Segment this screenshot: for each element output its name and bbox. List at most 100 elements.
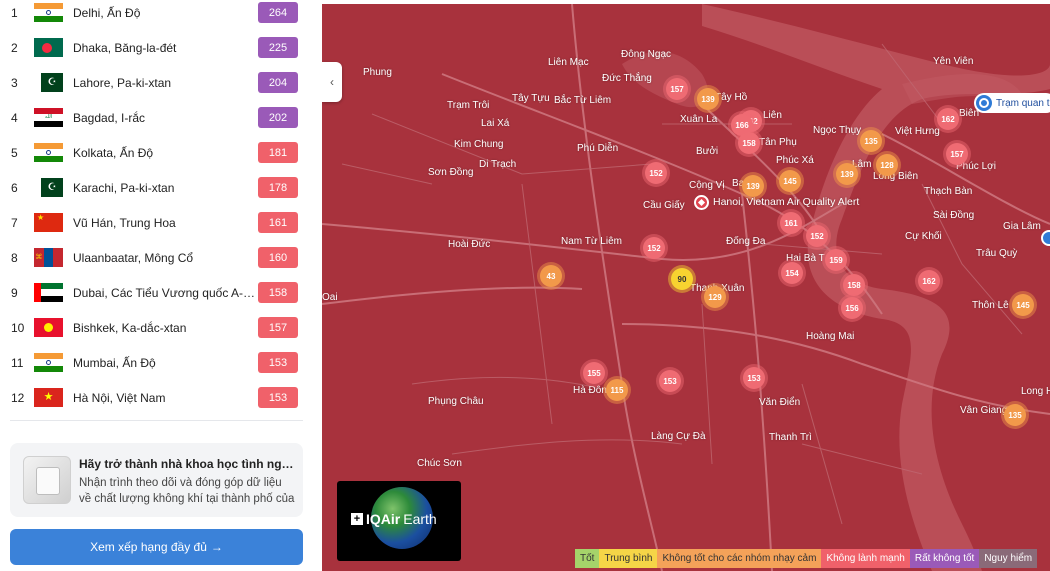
ranking-row[interactable]: 9 Dubai, Các Tiểu Vương quốc A-rập Thống … xyxy=(0,275,322,310)
ranking-row[interactable]: 3 ☪ Lahore, Pa-ki-xtan 204 xyxy=(0,65,322,100)
aqi-station-marker[interactable]: 161 xyxy=(780,212,802,234)
place-label: Trâu Quỳ xyxy=(976,248,1018,259)
ranking-row[interactable]: 6 ☪ Karachi, Pa-ki-xtan 178 xyxy=(0,170,322,205)
aqi-station-marker[interactable]: 145 xyxy=(779,170,801,192)
iqair-earth-logo: + IQAir Earth xyxy=(351,511,437,527)
place-label: Ngọc Thụy xyxy=(813,125,862,136)
rank-number: 4 xyxy=(11,110,18,125)
alert-pin-icon xyxy=(694,194,709,210)
aqi-badge: 160 xyxy=(258,247,298,268)
place-label: Biên xyxy=(959,108,980,119)
place-label: Oai xyxy=(322,292,338,303)
aqi-station-marker[interactable]: 157 xyxy=(666,78,688,100)
aqi-badge: 264 xyxy=(258,2,298,23)
legend-item: Tốt xyxy=(575,549,600,568)
place-label: Trạm Trôi xyxy=(447,100,490,111)
aqi-station-marker[interactable]: 43 xyxy=(540,265,562,287)
place-label: Văn Điển xyxy=(759,397,801,408)
mongolia-flag-icon: ⌘ xyxy=(34,248,63,267)
china-flag-icon: ★ xyxy=(34,213,63,232)
bangladesh-flag-icon xyxy=(34,38,63,57)
place-label: Lai Xá xyxy=(481,118,510,129)
aqi-station-marker[interactable]: 129 xyxy=(704,286,726,308)
aqi-station-marker[interactable]: 115 xyxy=(606,379,628,401)
aqi-station-marker[interactable]: 135 xyxy=(860,130,882,152)
city-alert-marker[interactable]: Hanoi, Vietnam Air Quality Alert xyxy=(694,193,859,211)
ranking-row[interactable]: 8 ⌘ Ulaanbaatar, Mông Cổ 160 xyxy=(0,240,322,275)
city-name: Hà Nội, Việt Nam xyxy=(73,390,166,405)
aqi-station-marker[interactable]: 152 xyxy=(645,162,667,184)
legend-item: Không tốt cho các nhóm nhạy cảm xyxy=(657,549,822,568)
station-edge-icon[interactable] xyxy=(1041,230,1050,246)
legend-item: Nguy hiểm xyxy=(979,549,1038,568)
earth-product: Earth xyxy=(403,511,437,527)
rank-number: 2 xyxy=(11,40,18,55)
aqi-station-marker[interactable]: 158 xyxy=(738,132,760,154)
aqi-station-marker[interactable]: 128 xyxy=(876,154,898,176)
place-label: Kim Chung xyxy=(454,139,504,150)
place-label: Tây Hồ xyxy=(715,92,748,103)
full-ranking-button[interactable]: Xem xếp hạng đầy đủ → xyxy=(10,529,303,565)
ranking-row[interactable]: 7 ★ Vũ Hán, Trung Hoa 161 xyxy=(0,205,322,240)
place-label: Liên xyxy=(763,110,782,121)
aqi-station-marker[interactable]: 90 xyxy=(671,268,693,290)
place-label: Ba xyxy=(732,178,745,189)
aqi-badge: 153 xyxy=(258,352,298,373)
aqi-station-marker[interactable]: 157 xyxy=(946,143,968,165)
city-name: Ulaanbaatar, Mông Cổ xyxy=(73,250,194,265)
full-ranking-button-label: Xem xếp hạng đầy đủ xyxy=(90,540,207,554)
place-label: Sơn Đồng xyxy=(428,167,474,178)
rank-number: 8 xyxy=(11,250,18,265)
place-label: Hà Đông xyxy=(573,385,613,396)
aqi-station-marker[interactable]: 159 xyxy=(825,249,847,271)
place-label: Tân Phụ xyxy=(759,137,797,148)
aqi-station-marker[interactable]: 152 xyxy=(643,237,665,259)
city-name: Delhi, Ấn Độ xyxy=(73,5,141,20)
aqi-station-marker[interactable]: 139 xyxy=(697,88,719,110)
ranking-row[interactable]: 1 Delhi, Ấn Độ 264 xyxy=(0,0,322,30)
place-label: Phúc Xá xyxy=(776,155,814,166)
aqi-station-marker[interactable]: 156 xyxy=(841,297,863,319)
station-chip[interactable]: Trạm quan t xyxy=(974,93,1050,113)
city-name: Karachi, Pa-ki-xtan xyxy=(73,180,175,195)
iqair-earth-card[interactable]: + IQAir Earth xyxy=(337,481,461,561)
volunteer-promo-card[interactable]: Hãy trở thành nhà khoa học tình nguyện N… xyxy=(10,443,303,517)
aqi-station-marker[interactable]: 139 xyxy=(742,175,764,197)
ranking-row[interactable]: 4 الله Bagdad, I-rắc 202 xyxy=(0,100,322,135)
ranking-row[interactable]: 5 Kolkata, Ấn Độ 181 xyxy=(0,135,322,170)
ranking-row[interactable]: 10 Bishkek, Ka-dắc-xtan 157 xyxy=(0,310,322,345)
city-name: Bagdad, I-rắc xyxy=(73,110,146,125)
ranking-panel: 1 Delhi, Ấn Độ 264 2 Dhaka, Băng-la-đét 225 3 ☪… xyxy=(0,0,322,571)
arrow-right-icon: → xyxy=(210,540,223,554)
pakistan-flag-icon: ☪ xyxy=(34,73,63,92)
aqi-station-marker[interactable]: 153 xyxy=(743,367,765,389)
aqi-station-marker[interactable]: 166 xyxy=(731,114,753,136)
city-name: Mumbai, Ấn Độ xyxy=(73,355,156,370)
ranking-row[interactable]: 11 Mumbai, Ấn Độ 153 xyxy=(0,345,322,380)
place-label: Phúc Lợi xyxy=(956,161,996,172)
aqi-station-marker[interactable]: 145 xyxy=(1012,294,1034,316)
divider xyxy=(10,420,303,421)
aqi-station-marker[interactable]: 135 xyxy=(1004,404,1026,426)
aqi-station-marker[interactable]: 155 xyxy=(583,362,605,384)
iraq-flag-icon: الله xyxy=(34,108,63,127)
air-monitor-image xyxy=(23,456,71,504)
ranking-row[interactable]: 2 Dhaka, Băng-la-đét 225 xyxy=(0,30,322,65)
place-label: Xuân La xyxy=(680,114,718,125)
place-label: Bưởi xyxy=(696,146,719,157)
aqi-badge: 161 xyxy=(258,212,298,233)
aqi-station-marker[interactable]: 158 xyxy=(843,274,865,296)
aqi-station-marker[interactable]: 162 xyxy=(937,108,959,130)
place-label: Đống Đa xyxy=(726,236,766,247)
collapse-panel-button[interactable]: ‹ xyxy=(322,62,342,102)
aqi-station-marker[interactable]: 153 xyxy=(659,370,681,392)
aqi-station-marker[interactable]: 154 xyxy=(781,262,803,284)
aqi-station-marker[interactable]: 139 xyxy=(836,163,858,185)
city-name: Dubai, Các Tiểu Vương quốc A-rập Thống n… xyxy=(73,285,255,300)
aqi-station-marker[interactable]: 162 xyxy=(918,270,940,292)
aqi-station-marker[interactable]: 152 xyxy=(806,225,828,247)
air-quality-map[interactable]: Phung Liên Mạc Đông Ngạc Đức Thắng Trạm Trôi… xyxy=(322,4,1050,571)
place-label: Hoàng Mai xyxy=(806,331,855,342)
ranking-row[interactable]: 12 ★ Hà Nội, Việt Nam 153 xyxy=(0,380,322,415)
